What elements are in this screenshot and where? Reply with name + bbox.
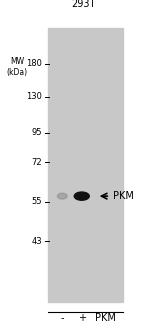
Text: PKM: PKM [113,191,134,201]
Text: 72: 72 [31,158,42,167]
Text: 43: 43 [31,236,42,246]
Text: 293T: 293T [71,0,95,9]
Ellipse shape [57,193,67,199]
Ellipse shape [74,192,89,200]
Bar [48,28,123,302]
Text: PKM: PKM [94,313,116,323]
Text: 55: 55 [32,197,42,206]
Text: 95: 95 [32,128,42,137]
Text: 130: 130 [26,92,42,101]
Text: +: + [78,313,86,323]
Text: MW
(kDa): MW (kDa) [7,57,28,77]
Text: -: - [60,313,64,323]
Text: 180: 180 [26,59,42,69]
